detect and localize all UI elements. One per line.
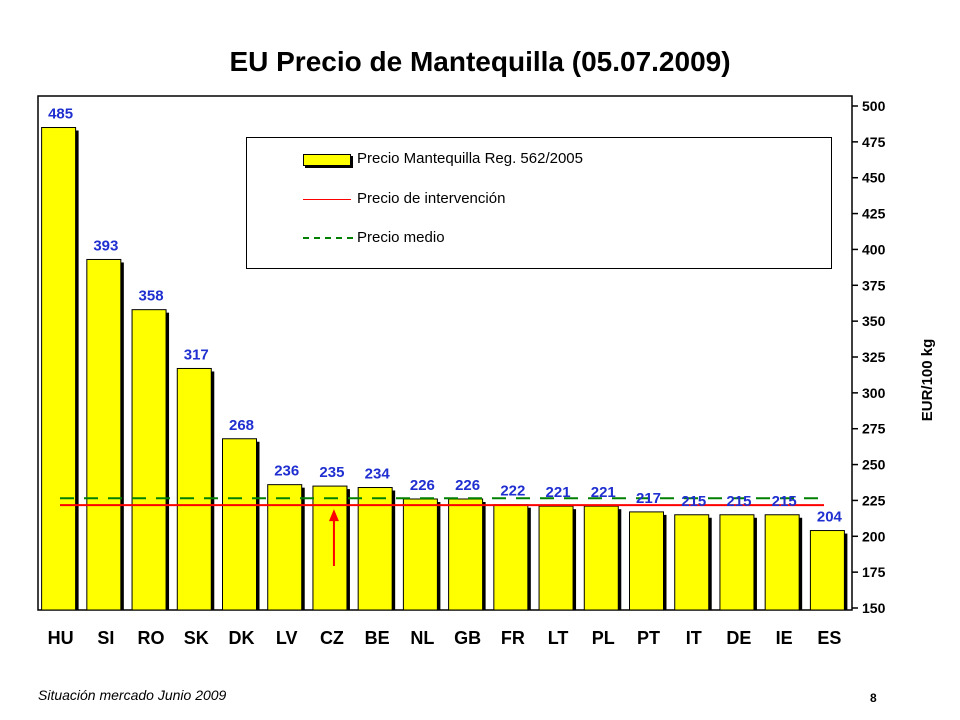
data-label: 268 (229, 417, 254, 434)
x-tick-label: HU (48, 628, 74, 648)
bar-it (674, 514, 710, 611)
data-label: 221 (591, 484, 616, 501)
legend-item-average: Precio medio (247, 228, 827, 248)
y-tick-label: 250 (862, 457, 886, 473)
x-tick-label: DE (726, 628, 751, 648)
bar-hu (41, 127, 77, 611)
y-tick-label: 475 (862, 134, 886, 150)
y-tick-label: 375 (862, 277, 886, 293)
x-tick-label: DK (229, 628, 255, 648)
data-label: 217 (636, 490, 661, 507)
x-tick-label: CZ (320, 628, 344, 648)
bar-cz (312, 485, 348, 611)
bar-de (719, 514, 755, 611)
bar-lv (267, 484, 303, 611)
y-tick-label: 400 (862, 241, 886, 257)
bar-be (357, 487, 393, 611)
chart-title: EU Precio de Mantequilla (05.07.2009) (229, 46, 731, 77)
y-tick-label: 500 (862, 98, 886, 114)
legend-item-intervention: Precio de intervención (247, 189, 827, 209)
x-axis: HU SI RO SK DK LV CZ BE NL GB FR LT PL PT IT DE IE ES (48, 628, 842, 648)
data-label: 204 (817, 509, 843, 526)
data-label: 222 (500, 483, 525, 500)
data-label: 393 (93, 237, 118, 254)
bar-gb (448, 498, 484, 611)
y-tick-label: 175 (862, 564, 886, 580)
y-axis: 150 175 200 225 250 275 300 325 350 375 400 425 450 4… (852, 98, 886, 616)
x-tick-label: SI (97, 628, 114, 648)
x-tick-label: SK (184, 628, 209, 648)
bar-pl (583, 505, 619, 611)
data-label: 358 (139, 288, 164, 305)
data-label: 234 (365, 466, 391, 483)
legend-label-bar: Precio Mantequilla Reg. 562/2005 (357, 150, 583, 167)
data-label: 226 (455, 477, 480, 494)
page-number: 8 (870, 691, 877, 705)
x-tick-label: PL (592, 628, 615, 648)
bar-lt (538, 505, 574, 611)
bar-dk (222, 438, 257, 611)
x-tick-label: FR (501, 628, 525, 648)
bar-ro (131, 309, 167, 611)
y-tick-label: 225 (862, 492, 886, 508)
y-tick-label: 300 (862, 385, 886, 401)
x-tick-label: RO (138, 628, 165, 648)
x-tick-label: ES (817, 628, 841, 648)
footer-source: Situación mercado Junio 2009 (38, 687, 227, 703)
legend-green-dash-swatch (303, 237, 353, 239)
reference-lines (60, 497, 824, 566)
data-label: 215 (681, 493, 706, 510)
legend-item-bar: Precio Mantequilla Reg. 562/2005 (247, 149, 827, 169)
red-arrow-head (328, 509, 339, 522)
data-label: 235 (319, 464, 344, 481)
data-label: 317 (184, 346, 209, 363)
x-tick-label: LV (276, 628, 298, 648)
bar-si (86, 258, 122, 611)
x-tick-label: IT (686, 628, 702, 648)
bar-nl (402, 498, 438, 611)
bars-layer (41, 127, 848, 611)
y-tick-label: 150 (862, 600, 886, 616)
y-tick-label: 325 (862, 349, 886, 365)
legend: Precio Mantequilla Reg. 562/2005 Precio … (246, 137, 832, 269)
data-label: 215 (772, 493, 797, 510)
data-label: 226 (410, 477, 435, 494)
y-tick-label: 200 (862, 528, 886, 544)
x-tick-label: GB (454, 628, 481, 648)
data-labels: 485 393 358 317 268 236 235 234 226 226 222 221 221 2… (48, 106, 842, 526)
legend-label-average: Precio medio (357, 229, 445, 246)
legend-label-intervention: Precio de intervención (357, 190, 506, 207)
y-tick-label: 275 (862, 421, 886, 437)
y-tick-label: 425 (862, 206, 886, 222)
bar-es (809, 530, 845, 611)
legend-bar-swatch (303, 154, 351, 166)
bar-sk (176, 367, 212, 611)
data-label: 236 (274, 463, 299, 480)
bar-ie (764, 514, 800, 611)
y-tick-label: 450 (862, 170, 886, 186)
bar-pt (629, 511, 664, 611)
x-tick-label: IE (776, 628, 793, 648)
legend-red-line-swatch (303, 199, 351, 200)
x-tick-label: BE (365, 628, 390, 648)
x-tick-label: NL (410, 628, 434, 648)
x-tick-label: PT (637, 628, 660, 648)
y-axis-title: EUR/100 kg (919, 339, 936, 422)
data-label: 485 (48, 106, 73, 123)
x-tick-label: LT (548, 628, 569, 648)
data-label: 215 (726, 493, 751, 510)
y-tick-label: 350 (862, 313, 886, 329)
data-label: 221 (546, 484, 571, 501)
bar-fr (493, 504, 529, 611)
